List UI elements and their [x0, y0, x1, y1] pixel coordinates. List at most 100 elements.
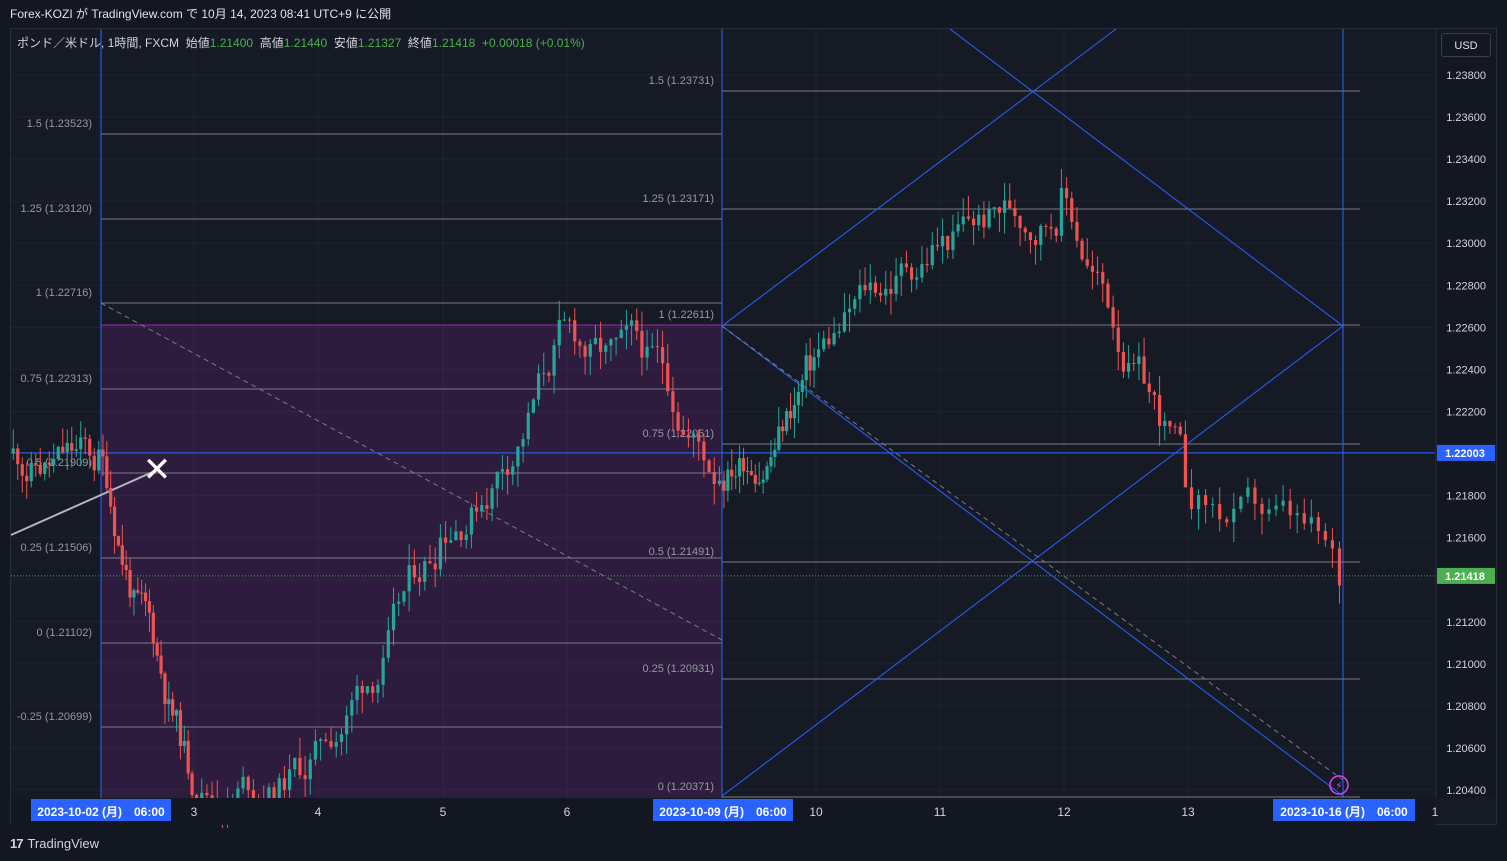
candle-body: [1288, 500, 1292, 516]
price-tick-label: 1.23800: [1446, 70, 1486, 82]
low-label: 安値: [333, 36, 358, 50]
time-highlight-bg: [1273, 799, 1415, 821]
candle-body: [1309, 517, 1313, 524]
candle-body: [345, 715, 349, 735]
candle-body: [1225, 519, 1229, 523]
candle-body: [147, 601, 152, 613]
candle-body: [655, 346, 660, 348]
candle-body: [438, 537, 442, 570]
fib1-label: 1.25 (1.23120): [20, 203, 92, 215]
candle-body: [355, 685, 359, 701]
candle-body: [640, 330, 644, 358]
candle-body: [992, 207, 996, 210]
candle-body: [334, 742, 338, 747]
candle-body: [386, 630, 390, 658]
candle-body: [777, 426, 781, 450]
candle-body: [966, 216, 971, 219]
candle-body: [878, 292, 883, 296]
candle-body: [20, 464, 24, 476]
candle-body: [101, 449, 105, 457]
candle-body: [796, 391, 800, 406]
time-highlight-label: 2023-10-16 (月) 06:00: [1280, 805, 1408, 819]
candle-body: [339, 734, 344, 743]
candle-body: [1121, 351, 1126, 372]
candle-body: [1018, 215, 1022, 229]
candle-body: [459, 531, 463, 541]
candle-body: [904, 263, 909, 268]
candle-body: [769, 457, 773, 467]
symbol-name: ポンド／米ドル, 1時間, FXCM: [17, 36, 180, 50]
time-tick-label: 11: [934, 805, 947, 819]
tradingview-logo[interactable]: 17 TradingView: [10, 836, 99, 851]
candle-body: [951, 231, 955, 250]
time-tick-label: 1: [1432, 805, 1439, 819]
candle-body: [1039, 225, 1043, 245]
candles: [11, 168, 1342, 837]
candle-body: [143, 592, 148, 602]
candle-body: [485, 505, 489, 509]
tradingview-brand: TradingView: [27, 836, 100, 851]
candle-body: [25, 475, 29, 482]
candle-body: [1054, 228, 1058, 236]
candle-body: [593, 337, 598, 344]
candle-body: [614, 338, 618, 340]
candle-body: [542, 373, 546, 375]
candle-body: [1253, 487, 1257, 504]
candle-body: [428, 561, 432, 564]
candle-body: [598, 337, 603, 352]
price-tick-label: 1.21800: [1446, 491, 1486, 503]
open-label: 始値: [185, 36, 210, 50]
candle-body: [236, 788, 240, 799]
chart-frame[interactable]: [10, 28, 1497, 825]
candle-body: [29, 462, 33, 482]
candle-body: [516, 446, 520, 467]
candle-body: [443, 537, 448, 543]
candle-body: [804, 355, 808, 381]
fib1-label: 0.75 (1.22313): [20, 373, 92, 385]
candle-body: [1085, 259, 1089, 266]
close-value: 1.21418: [431, 36, 476, 50]
channel-line: [721, 28, 1117, 327]
candle-body: [505, 469, 510, 475]
candle-body: [971, 218, 976, 226]
candle-body: [635, 320, 639, 331]
candle-body: [454, 531, 458, 541]
candle-body: [116, 536, 121, 546]
candle-body: [1008, 200, 1012, 209]
candle-body: [822, 338, 826, 350]
candle-body: [1246, 487, 1250, 497]
candle-body: [808, 355, 812, 371]
candle-body: [178, 710, 183, 746]
candle-body: [1132, 362, 1136, 365]
candle-body: [940, 235, 945, 247]
candle-body: [1152, 392, 1157, 395]
time-tick-label: 12: [1057, 805, 1071, 819]
candle-body: [480, 505, 484, 512]
candle-body: [464, 534, 468, 541]
candle-body: [785, 411, 789, 432]
candle-body: [1064, 188, 1069, 199]
candle-body: [402, 591, 406, 602]
candle-body: [155, 643, 159, 656]
candle-body: [781, 426, 785, 432]
candle-body: [151, 612, 155, 644]
lightning-glyph: ⚡: [1335, 781, 1342, 792]
candle-body: [749, 470, 753, 475]
fib1-label: 1 (1.22716): [36, 287, 92, 299]
candle-body: [722, 480, 726, 491]
candle-body: [717, 480, 722, 484]
candle-body: [272, 787, 276, 802]
candle-body: [1204, 495, 1208, 505]
candle-body: [34, 462, 38, 465]
candle-body: [531, 399, 536, 413]
candle-body: [381, 657, 385, 685]
candle-body: [120, 545, 124, 565]
candle-body: [365, 686, 370, 693]
price-tick-label: 1.23400: [1446, 154, 1486, 166]
candle-body: [761, 479, 765, 483]
fib1-label: 1.5 (1.23523): [27, 118, 92, 130]
candle-body: [61, 446, 65, 453]
price-highlight-label: 1.22003: [1445, 448, 1485, 460]
currency-button[interactable]: USD: [1441, 33, 1491, 57]
